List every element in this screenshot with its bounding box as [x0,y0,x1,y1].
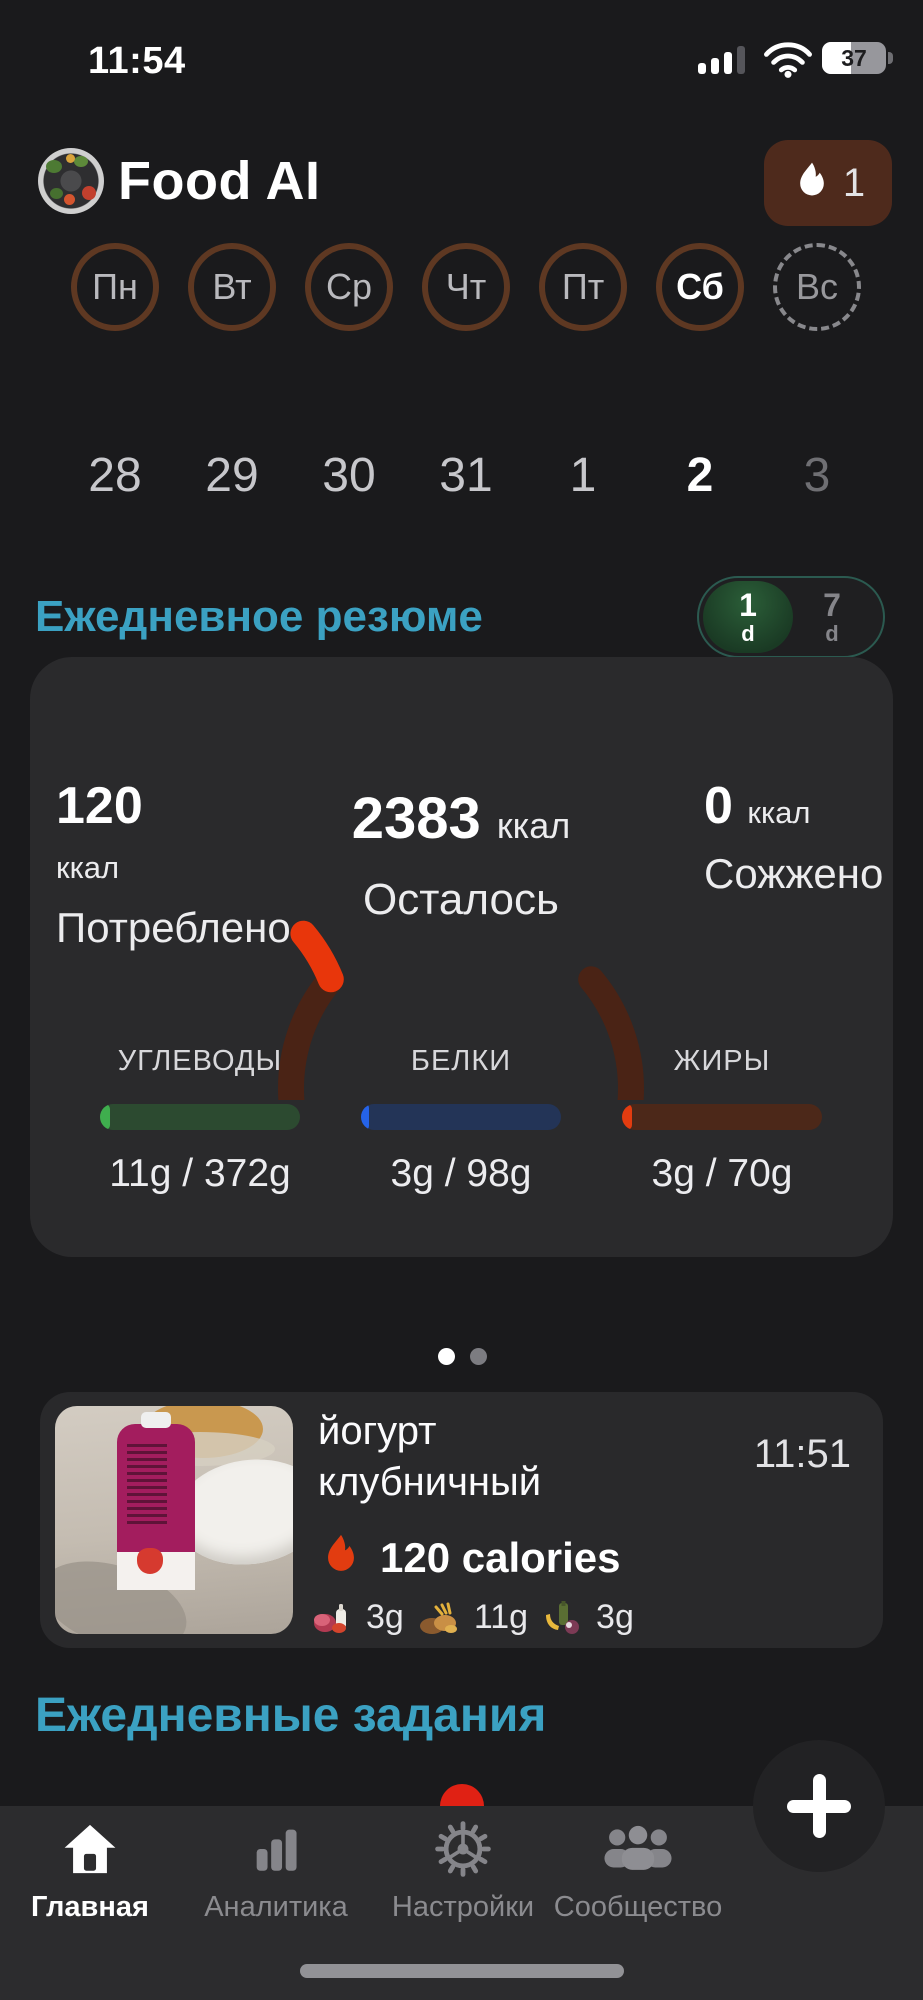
toggle-7d-value: 7 [823,587,841,623]
macro-carbs: УГЛЕВОДЫ 11g / 372g [75,1045,325,1196]
day-circle-fri[interactable]: Пт [539,243,627,331]
meal-carbs-value: 11g [473,1598,529,1636]
battery-level [822,42,851,74]
nav-home-label: Главная [31,1891,149,1923]
calorie-gauge [278,920,644,1100]
bar-chart-icon [247,1829,305,1882]
nav-analytics-label: Аналитика [204,1891,348,1923]
meal-title: йогурт клубничный [318,1409,542,1505]
tasks-heading: Ежедневные задания [35,1689,547,1742]
day-circle-mon[interactable]: Пн [71,243,159,331]
nav-settings-label: Настройки [391,1891,535,1923]
macro-fats-bar [622,1104,822,1130]
nav-analytics[interactable]: Аналитика [186,1820,366,1924]
people-icon [601,1825,675,1882]
macro-fats-value: 3g / 70g [651,1152,793,1195]
meal-time: 11:51 [753,1432,851,1476]
date-28[interactable]: 28 [88,449,142,502]
day-circle-thu[interactable]: Чт [422,243,510,331]
burned-unit: ккал [747,795,811,830]
carbs-food-icon [418,1601,460,1635]
nav-home[interactable]: Главная [0,1820,180,1924]
consumed-unit: ккал [56,849,120,885]
day-circle-tue[interactable]: Вт [188,243,276,331]
meal-fats-value: 3g [596,1598,634,1636]
carousel-dot-active[interactable] [438,1348,455,1365]
wifi-icon [764,42,812,83]
remaining-unit: ккал [496,805,571,846]
macro-protein-label: БЕЛКИ [410,1045,512,1077]
toggle-7d-unit: d [825,621,839,646]
toggle-1d-unit: d [741,621,755,646]
burned-value: 0 [704,777,733,835]
macro-carbs-label: УГЛЕВОДЫ [117,1045,283,1077]
meal-calories: 120 calories [380,1533,621,1581]
consumed-label: Потреблено [56,904,291,952]
burned-stat: 0 ккал Сожжено [704,777,884,900]
period-toggle[interactable]: 1 d 7 d [697,576,885,658]
nav-community[interactable]: Сообщество [548,1820,728,1924]
date-2-active[interactable]: 2 [686,449,714,502]
macro-protein-bar [361,1104,561,1130]
cellular-signal-icon [698,46,745,74]
flame-icon [791,160,833,207]
battery-percent: 37 [841,45,867,71]
carousel-dot[interactable] [470,1348,487,1365]
date-31[interactable]: 31 [439,449,493,502]
daily-summary-card[interactable]: 120 ккал Потреблено 2383 ккал Осталось 0… [30,657,893,1257]
remaining-value: 2383 [351,786,481,851]
consumed-value: 120 [56,777,143,835]
nav-community-label: Сообщество [553,1891,723,1923]
photo-bottle-label [127,1440,167,1526]
battery-icon: 37 [822,42,886,74]
macro-carbs-bar [100,1104,300,1130]
calories-flame-icon [318,1532,364,1583]
date-3[interactable]: 3 [803,449,831,502]
remaining-label: Осталось [363,874,559,924]
nav-settings[interactable]: Настройки [373,1820,553,1924]
meal-protein-value: 3g [366,1598,404,1636]
day-circle-wed[interactable]: Ср [305,243,393,331]
macro-fats: ЖИРЫ 3g / 70g [597,1045,847,1196]
protein-food-icon [312,1601,352,1635]
status-time: 11:54 [88,40,186,82]
date-1[interactable]: 1 [569,449,597,502]
meal-card[interactable]: йогурт клубничный 11:51 120 calories 3g [40,1392,883,1648]
photo-strawberry [137,1548,163,1574]
streak-badge[interactable]: 1 [764,140,892,226]
app-logo [38,148,104,214]
toggle-7d[interactable]: 7 d [787,581,877,653]
gear-icon [434,1821,492,1882]
burned-label: Сожжено [704,849,884,897]
toggle-1d-selected[interactable]: 1 d [703,581,793,653]
date-29[interactable]: 29 [205,449,259,502]
battery-nub [888,52,893,64]
macro-protein-value: 3g / 98g [390,1152,532,1195]
remaining-stat: 2383 ккал Осталось [231,786,691,927]
summary-heading: Ежедневное резюме [35,592,483,641]
streak-count: 1 [842,160,866,205]
home-icon [61,1824,119,1882]
macro-fats-label: ЖИРЫ [673,1045,771,1077]
date-30[interactable]: 30 [322,449,376,502]
page-title: Food AI [118,151,321,211]
home-indicator [300,1964,624,1978]
day-circle-sun[interactable]: Вс [773,243,861,331]
macro-protein: БЕЛКИ 3g / 98g [336,1045,586,1196]
macro-carbs-value: 11g / 372g [109,1152,291,1195]
meal-photo [55,1406,293,1634]
add-meal-fab[interactable] [753,1740,885,1872]
toggle-1d-value: 1 [739,587,757,623]
consumed-stat: 120 ккал Потреблено [56,777,291,955]
fats-food-icon [542,1600,582,1635]
photo-bottle-cap [141,1412,171,1428]
day-circle-sat-active[interactable]: Сб [656,243,744,331]
